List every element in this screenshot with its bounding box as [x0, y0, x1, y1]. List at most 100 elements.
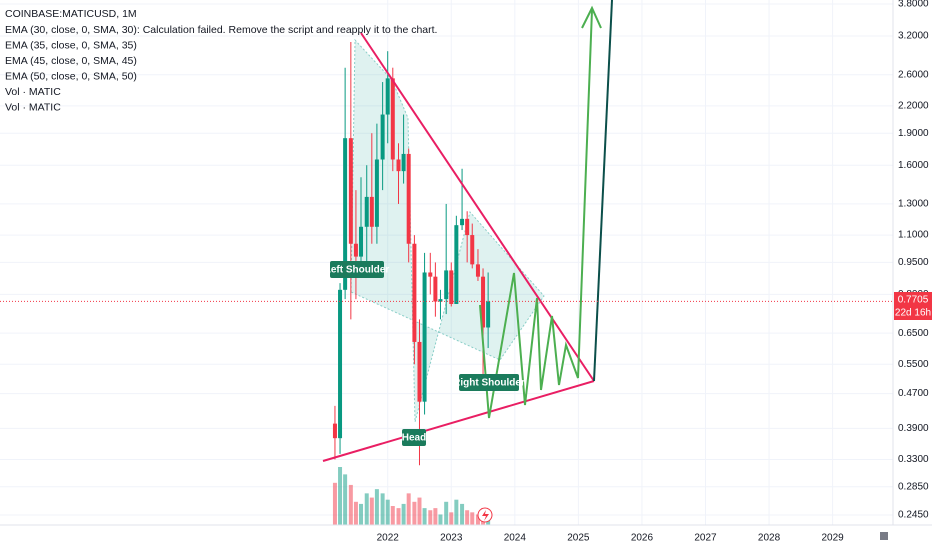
candles	[332, 41, 491, 466]
candle-body	[475, 264, 480, 277]
volume-bar	[406, 493, 411, 525]
settings-icon[interactable]	[880, 532, 888, 540]
volume-bar	[369, 497, 374, 525]
last-price: 0.7705	[898, 295, 929, 306]
volume-bar	[396, 508, 401, 525]
x-tick-label: 2022	[377, 533, 400, 544]
candle-body	[359, 226, 364, 257]
event-icon-bolt	[482, 510, 489, 521]
x-tick-label: 2026	[631, 533, 654, 544]
y-tick-label: 0.3900	[898, 423, 929, 434]
volume-bar	[475, 514, 480, 525]
candle-body	[438, 299, 443, 302]
price-tag: 0.7705 22d 16h	[894, 292, 932, 320]
volume-bar	[428, 510, 433, 525]
countdown: 22d 16h	[895, 308, 931, 319]
candle-body	[470, 235, 475, 265]
candle-body	[433, 276, 438, 302]
tag-text: Right Shoulder	[453, 378, 525, 389]
candle-body	[412, 243, 417, 342]
candle-body	[465, 218, 470, 236]
candle-body	[396, 159, 401, 172]
candle-body	[454, 225, 459, 304]
candle-body	[348, 138, 353, 244]
indicator-label: EMA (45, close, 0, SMA, 45)	[5, 55, 137, 67]
candle-body	[417, 341, 422, 402]
y-tick-label: 3.2000	[898, 31, 929, 42]
annotation-tag: Left Shoulder	[325, 261, 389, 278]
x-tick-label: 2029	[821, 533, 844, 544]
volume-bar	[422, 508, 427, 525]
candle-body	[481, 276, 486, 328]
y-tick-label: 0.6500	[898, 328, 929, 339]
volume-bar	[380, 493, 385, 525]
candle-body	[460, 218, 465, 226]
volume-bar	[353, 501, 358, 525]
y-tick-label: 0.2850	[898, 481, 929, 492]
volume-bar	[433, 508, 438, 525]
resistance-line	[360, 32, 595, 382]
y-tick-label: 0.3300	[898, 454, 929, 465]
y-tick-label: 1.3000	[898, 199, 929, 210]
candle-body	[364, 196, 369, 227]
volume-bar	[417, 497, 422, 525]
y-tick-label: 3.8000	[898, 0, 929, 10]
volume-bar	[348, 484, 353, 525]
x-tick-label: 2027	[694, 533, 717, 544]
volume-bar	[444, 501, 449, 525]
volume-bar	[438, 514, 443, 525]
indicator-label: EMA (50, close, 0, SMA, 50)	[5, 70, 137, 82]
indicator-label: Vol · MATIC	[5, 86, 61, 98]
y-tick-label: 0.4700	[898, 388, 929, 399]
candle-body	[332, 423, 337, 439]
volume-bar	[412, 501, 417, 525]
candle-body	[428, 272, 433, 277]
volume-bar	[401, 503, 406, 525]
y-tick-label: 2.2000	[898, 101, 929, 112]
volume-bar	[385, 499, 390, 525]
volume-bar	[343, 474, 348, 525]
x-tick-label: 2024	[504, 533, 527, 544]
candle-body	[343, 138, 348, 290]
x-tick-label: 2025	[567, 533, 590, 544]
x-tick-label: 2023	[440, 533, 463, 544]
projection-path	[479, 9, 593, 419]
y-tick-label: 0.9500	[898, 257, 929, 268]
volume-bar	[454, 499, 459, 525]
y-tick-label: 0.5500	[898, 359, 929, 370]
arrow-head	[581, 5, 602, 29]
volume-bar	[359, 503, 364, 525]
candle-body	[401, 153, 406, 172]
indicator-list: EMA (30, close, 0, SMA, 30): Calculation…	[5, 24, 437, 114]
candle-body	[444, 270, 449, 300]
volume-bar	[390, 506, 395, 525]
candle-body	[338, 289, 343, 439]
candle-body	[449, 270, 454, 304]
annotation-tag: Right Shoulder	[453, 374, 525, 391]
volume-bar	[374, 489, 379, 525]
volume-bar	[449, 512, 454, 525]
indicator-label: EMA (35, close, 0, SMA, 35)	[5, 39, 137, 51]
volume-bar	[332, 482, 337, 525]
volume-bar	[338, 467, 343, 525]
candle-body	[374, 159, 379, 227]
tag-text: Head	[402, 433, 426, 444]
y-tick-label: 1.6000	[898, 160, 929, 171]
support-line	[322, 380, 595, 462]
candle-body	[369, 196, 374, 227]
candle-body	[422, 272, 427, 402]
x-tick-label: 2028	[758, 533, 781, 544]
y-tick-label: 0.2450	[898, 510, 929, 521]
candle-body	[486, 301, 491, 328]
volume-bar	[465, 510, 470, 525]
projection-line	[593, 0, 613, 382]
volume-bar	[364, 493, 369, 525]
candle-body	[406, 153, 411, 244]
candle-body	[390, 78, 395, 160]
symbol-title: COINBASE:MATICUSD, 1M	[5, 8, 137, 20]
y-tick-label: 1.9000	[898, 128, 929, 139]
volume-bar	[460, 503, 465, 525]
candle-body	[380, 114, 385, 160]
